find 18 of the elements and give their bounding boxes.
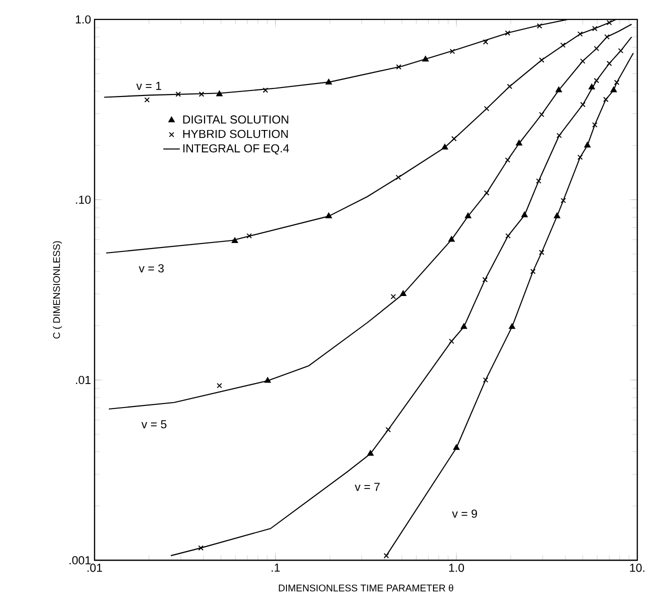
annotation: v = 5 xyxy=(141,420,166,429)
legend-label: HYBRID SOLUTION xyxy=(183,130,288,138)
annotation: v = 1 xyxy=(136,82,162,90)
y-tick-label: .10 xyxy=(76,196,91,204)
y-tick-label: .01 xyxy=(76,376,91,384)
y-tick-label: .001 xyxy=(70,556,91,565)
x-tick-label: .01 xyxy=(88,564,102,572)
x-tick-label: .1 xyxy=(272,564,280,572)
legend-label: DIGITAL SOLUTION xyxy=(183,116,288,124)
y-tick-label: 1.0 xyxy=(76,16,91,24)
annotation: v = 7 xyxy=(354,483,380,492)
x-tick-label: 1.0 xyxy=(449,564,464,572)
y-axis-title: C ( DIMENSIONLESS) xyxy=(52,241,62,339)
legend-label: INTEGRAL OF EQ.4 xyxy=(183,144,290,155)
annotation: v = 9 xyxy=(452,510,477,518)
annotation: v = 3 xyxy=(138,264,164,273)
x-axis-title: DIMENSIONLESS TIME PARAMETER θ xyxy=(278,584,454,592)
x-tick-label: 10. xyxy=(630,564,644,572)
